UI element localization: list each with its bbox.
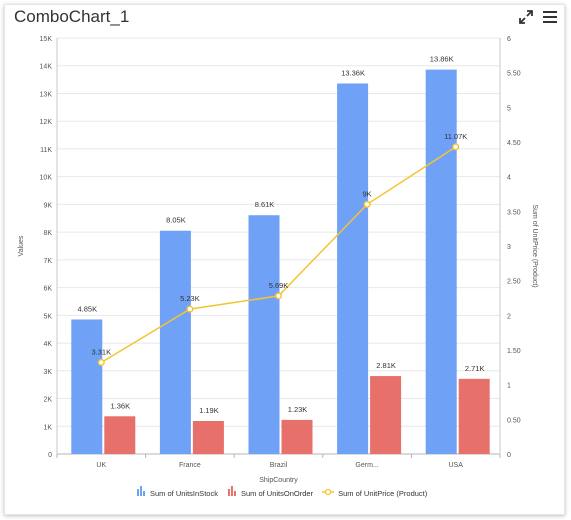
y-tick-label: 9K [43,202,52,209]
x-tick-label: Brazil [270,462,288,469]
y2-tick-label: 2 [507,313,511,320]
x-tick-label: USA [448,462,463,469]
line-data-label: 3.31K [91,347,111,356]
legend-label: Sum of UnitsInStock [150,489,218,498]
legend-label: Sum of UnitPrice (Product) [338,489,428,498]
line-point [452,143,460,151]
bar-data-label: 8.05K [166,216,186,225]
y2-tick-label: 5.50 [507,71,521,78]
y-tick-label: 6K [43,286,52,293]
legend-bar-icon [140,486,142,496]
y-axis-title: Values [18,235,25,256]
y-tick-label: 10K [40,175,53,182]
legend-bar-icon [230,486,233,496]
x-tick-label: UK [96,462,106,469]
bar-data-label: 8.61K [255,200,275,209]
y-tick-label: 1K [43,424,52,431]
widget-toolbar [518,9,558,25]
y2-tick-label: 3.50 [507,209,521,216]
bar-data-label: 1.19K [199,406,219,415]
y-tick-label: 3K [43,369,52,376]
legend-bar-icon [227,489,230,496]
y-tick-label: 0 [48,452,52,459]
line-point [274,292,283,300]
y-tick-label: 4K [43,341,52,348]
bar-data-label: 1.36K [110,401,130,410]
bar-units-on-order [281,419,313,454]
bar-units-in-stock [248,215,280,454]
legend-bar-icon [143,491,145,496]
bar-units-on-order [192,420,224,454]
widget-title: ComboChart_1 [14,7,130,26]
bar-data-label: 1.23K [288,405,308,414]
y2-axis-title: Sum of UnitPrice (Product) [531,204,538,287]
y2-tick-label: 5 [507,105,511,112]
y-tick-label: 5K [43,313,52,320]
y2-tick-label: 6 [507,36,511,43]
y-tick-label: 12K [40,119,53,126]
bar-data-label: 2.81K [376,361,396,370]
y2-tick-label: 4 [507,175,511,182]
bar-data-label: 4.85K [77,304,97,313]
y-tick-label: 14K [40,64,53,71]
y2-tick-label: 0 [507,452,511,459]
bar-units-on-order [458,378,490,454]
y2-tick-label: 4.50 [507,140,521,147]
x-axis-title: ShipCountry [259,477,298,484]
bar-units-in-stock [337,83,369,454]
bar-units-on-order [104,416,136,454]
line-data-label: 5.23K [180,294,200,303]
legend-bar-icon [233,491,236,496]
bar-units-in-stock [71,319,103,454]
expand-icon[interactable] [518,9,534,25]
bar-data-label: 13.86K [430,55,454,64]
bar-units-in-stock [159,230,191,454]
line-data-label: 5.69K [269,281,289,290]
bar-data-label: 13.36K [341,68,365,77]
y-tick-label: 15K [40,36,53,43]
y2-tick-label: 1 [507,383,511,390]
bar-units-in-stock [425,69,457,454]
line-data-label: 11.07K [444,132,467,141]
y-tick-label: 8K [43,230,52,237]
y-tick-label: 11K [40,147,52,154]
y2-tick-label: 0.50 [507,417,521,424]
line-point [186,305,194,313]
y-tick-label: 13K [40,91,53,98]
y-tick-label: 2K [43,397,52,404]
legend-label: Sum of UnitsOnOrder [241,489,314,498]
bar-units-on-order [370,376,402,454]
y2-tick-label: 3 [507,244,511,251]
line-point [97,358,105,367]
bar-data-label: 2.71K [465,364,485,373]
legend-line-icon [324,488,332,496]
x-tick-label: France [179,462,201,469]
x-tick-label: Germ... [355,462,378,469]
y-tick-label: 7K [43,258,52,265]
y2-tick-label: 1.50 [507,348,521,355]
line-data-label: 9K [363,189,372,198]
y2-tick-label: 2.50 [507,279,521,286]
line-point [363,200,371,208]
legend-bar-icon [137,489,139,496]
hamburger-menu-icon[interactable] [542,9,558,25]
